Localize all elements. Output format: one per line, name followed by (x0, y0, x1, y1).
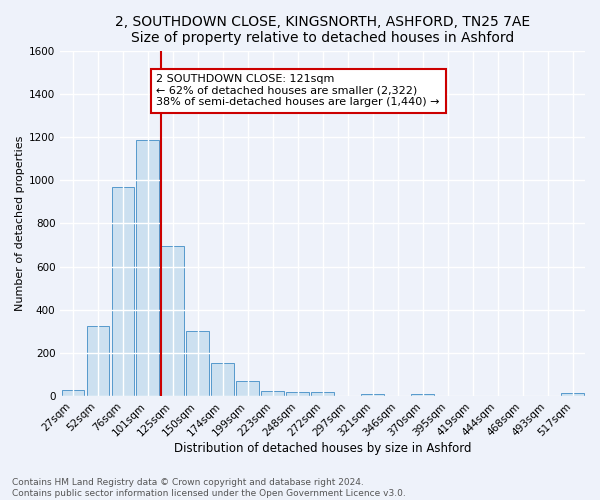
Y-axis label: Number of detached properties: Number of detached properties (15, 136, 25, 311)
Bar (112, 187, 134, 396)
Bar (211, 362, 234, 396)
Bar (561, 393, 584, 396)
Text: 2 SOUTHDOWN CLOSE: 121sqm
← 62% of detached houses are smaller (2,322)
38% of se: 2 SOUTHDOWN CLOSE: 121sqm ← 62% of detac… (157, 74, 440, 108)
Bar (286, 392, 309, 396)
Bar (262, 390, 284, 396)
Title: 2, SOUTHDOWN CLOSE, KINGSNORTH, ASHFORD, TN25 7AE
Size of property relative to d: 2, SOUTHDOWN CLOSE, KINGSNORTH, ASHFORD,… (115, 15, 530, 45)
Bar (136, 140, 159, 396)
Bar (311, 392, 334, 396)
Bar (187, 332, 209, 396)
X-axis label: Distribution of detached houses by size in Ashford: Distribution of detached houses by size … (174, 442, 472, 455)
Bar (62, 390, 84, 396)
Bar (236, 381, 259, 396)
Bar (361, 394, 384, 396)
Bar (86, 326, 109, 396)
Text: Contains HM Land Registry data © Crown copyright and database right 2024.
Contai: Contains HM Land Registry data © Crown c… (12, 478, 406, 498)
Bar (161, 246, 184, 396)
Bar (412, 394, 434, 396)
